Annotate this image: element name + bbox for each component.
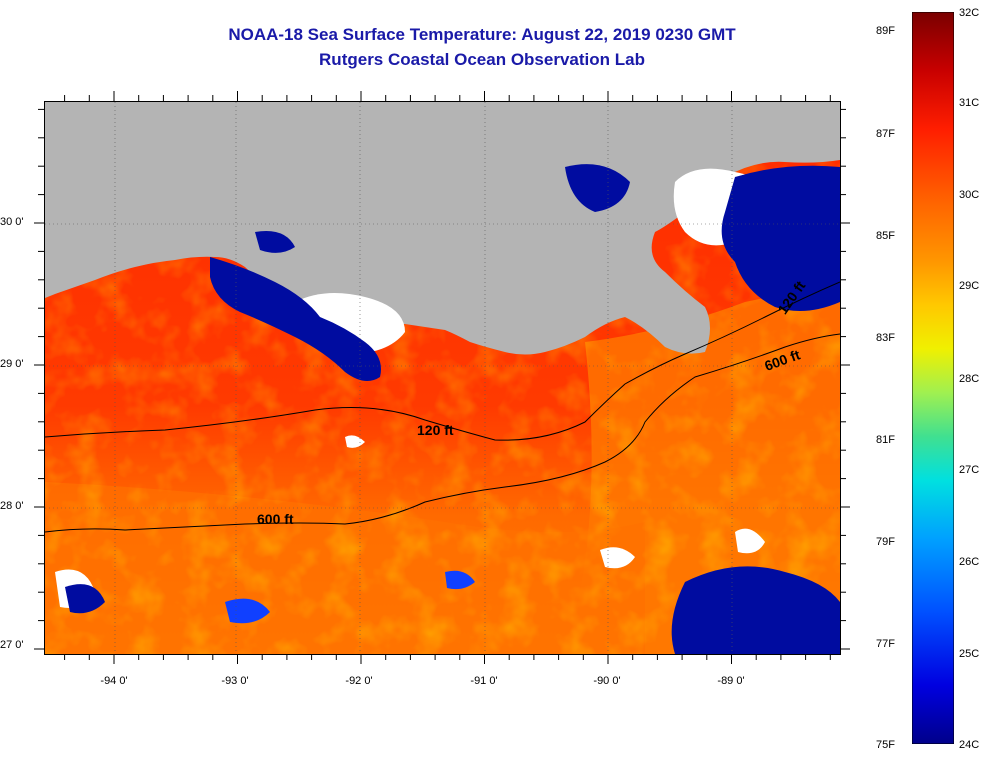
colorbar-f-87: 87F (876, 128, 895, 140)
colorbar-c-27: 27C (959, 464, 980, 476)
colorbar-f-85: 85F (876, 230, 895, 242)
lat-label-28: 28 0' (0, 500, 24, 512)
cloud-patch (600, 547, 635, 569)
cold-water-region (565, 164, 630, 212)
cold-water-region (65, 584, 105, 614)
map-subtitle: Rutgers Coastal Ocean Observation Lab (319, 50, 645, 69)
land-coastline (45, 102, 840, 355)
lon-label-93: -93 0' (221, 675, 249, 687)
lon-label-91: -91 0' (470, 675, 498, 687)
sst-map: 120 ft 600 ft 120 ft 600 ft (44, 101, 841, 655)
colorbar-c-28: 28C (959, 373, 980, 385)
lat-label-30: 30 0' (0, 216, 24, 228)
cold-water-region (445, 570, 475, 590)
contour-120ft (45, 281, 840, 441)
colorbar-c-29: 29C (959, 280, 980, 292)
contour-label-600ft-west: 600 ft (257, 511, 294, 527)
lon-label-89: -89 0' (717, 675, 745, 687)
colorbar-f-81: 81F (876, 434, 895, 446)
colorbar-f-75: 75F (876, 739, 895, 751)
cold-water-region (721, 165, 840, 311)
colorbar-c-32: 32C (959, 7, 980, 19)
cold-water-region (255, 231, 295, 253)
colorbar-c-25: 25C (959, 648, 980, 660)
colorbar-c-30: 30C (959, 189, 980, 201)
cold-water-region (210, 257, 381, 381)
colorbar-f-89: 89F (876, 25, 895, 37)
colorbar-f-77: 77F (876, 638, 895, 650)
cold-water-region (225, 598, 270, 624)
lon-label-92: -92 0' (345, 675, 373, 687)
sst-map-image: 120 ft 600 ft 120 ft 600 ft (45, 102, 840, 654)
graticule (45, 102, 840, 654)
colorbar-f-83: 83F (876, 332, 895, 344)
map-title: NOAA-18 Sea Surface Temperature: August … (228, 25, 736, 44)
colorbar-c-31: 31C (959, 97, 980, 109)
colorbar-c-26: 26C (959, 556, 980, 568)
cold-water-region (671, 566, 840, 654)
colorbar-f-79: 79F (876, 536, 895, 548)
lat-label-27: 27 0' (0, 639, 24, 651)
lon-label-94: -94 0' (100, 675, 128, 687)
colorbar-c-24: 24C (959, 739, 980, 751)
lat-label-29: 29 0' (0, 358, 24, 370)
contour-label-120ft-west: 120 ft (417, 422, 454, 438)
contour-600ft (45, 333, 840, 533)
cloud-patch (735, 528, 765, 554)
lon-label-90: -90 0' (593, 675, 621, 687)
temperature-colorbar (912, 12, 954, 744)
